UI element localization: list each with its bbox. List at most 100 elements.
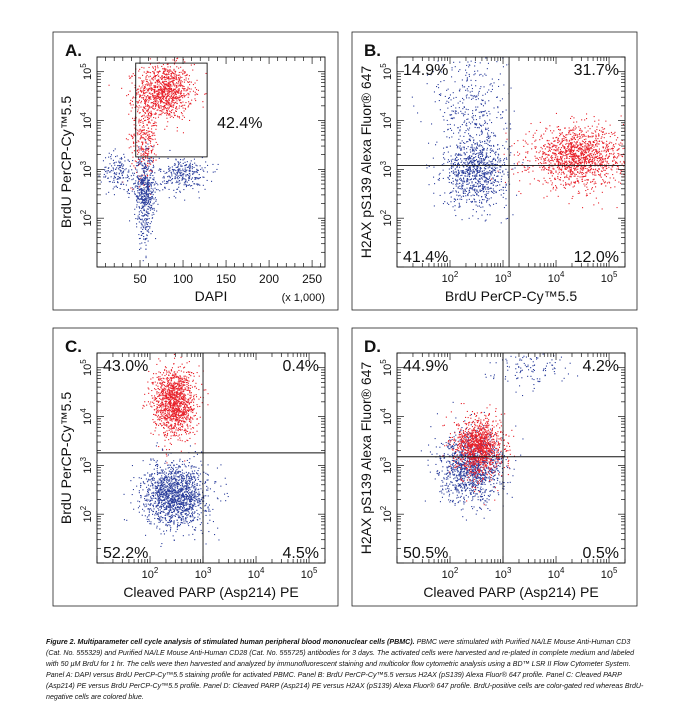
red-point: [166, 85, 168, 87]
blue-point: [197, 177, 199, 179]
blue-point: [478, 152, 480, 154]
red-point: [582, 143, 584, 145]
blue-point: [160, 183, 162, 185]
red-point: [143, 114, 145, 116]
red-point: [609, 141, 611, 143]
red-point: [158, 106, 160, 108]
red-point: [145, 96, 147, 98]
blue-point: [163, 175, 165, 177]
blue-point: [196, 168, 198, 170]
blue-point: [454, 158, 456, 160]
red-point: [159, 90, 161, 92]
red-point: [141, 90, 143, 92]
red-point: [142, 122, 144, 124]
blue-point: [137, 183, 139, 185]
red-point: [561, 161, 563, 163]
red-point: [149, 58, 151, 60]
red-point: [577, 165, 579, 167]
blue-point: [444, 192, 446, 194]
red-point: [581, 150, 583, 152]
red-point: [586, 145, 588, 147]
red-point: [574, 173, 576, 175]
blue-point: [141, 183, 143, 185]
blue-point: [472, 209, 474, 211]
red-point: [187, 92, 189, 94]
red-point: [584, 160, 586, 162]
blue-point: [120, 170, 122, 172]
red-point: [175, 91, 177, 93]
blue-point: [487, 132, 489, 134]
red-point: [137, 93, 139, 95]
blue-point: [469, 176, 471, 178]
blue-point: [140, 175, 142, 177]
red-point: [599, 156, 601, 158]
blue-point: [112, 188, 114, 190]
blue-point: [169, 149, 171, 151]
red-point: [595, 138, 597, 140]
red-point: [581, 172, 583, 174]
blue-point: [489, 119, 491, 121]
blue-point: [490, 183, 492, 185]
red-point: [141, 141, 143, 143]
blue-point: [457, 169, 459, 171]
red-point: [148, 120, 150, 122]
red-point: [528, 171, 530, 173]
blue-point: [441, 164, 443, 166]
red-point: [130, 99, 132, 101]
blue-point: [479, 144, 481, 146]
red-point: [137, 132, 139, 134]
blue-point: [478, 185, 480, 187]
blue-point: [483, 187, 485, 189]
blue-point: [140, 194, 142, 196]
blue-point: [479, 140, 481, 142]
red-point: [578, 147, 580, 149]
blue-point: [474, 61, 476, 63]
blue-point: [485, 152, 487, 154]
red-point: [525, 169, 527, 171]
red-point: [564, 148, 566, 150]
blue-point: [486, 171, 488, 173]
blue-point: [481, 187, 483, 189]
red-point: [511, 145, 513, 147]
blue-point: [147, 189, 149, 191]
blue-point: [488, 171, 490, 173]
red-point: [536, 157, 538, 159]
red-point: [557, 139, 559, 141]
red-point: [592, 179, 594, 181]
blue-point: [146, 219, 148, 221]
red-point: [613, 152, 615, 154]
blue-point: [138, 162, 140, 164]
blue-point: [202, 169, 204, 171]
blue-point: [139, 237, 141, 239]
red-point: [179, 77, 181, 79]
blue-point: [121, 158, 123, 160]
blue-point: [496, 25, 497, 26]
blue-point: [135, 168, 137, 170]
red-point: [173, 102, 175, 104]
red-point: [181, 113, 183, 115]
blue-point: [171, 181, 173, 183]
red-point: [131, 75, 133, 77]
red-point: [139, 138, 141, 140]
blue-point: [459, 145, 461, 147]
red-point: [554, 154, 556, 156]
blue-point: [146, 202, 148, 204]
blue-point: [134, 182, 136, 184]
red-point: [557, 142, 559, 144]
red-point: [555, 145, 557, 147]
red-point: [145, 112, 147, 114]
blue-point: [141, 242, 143, 244]
red-point: [143, 148, 145, 150]
red-point: [571, 136, 573, 138]
red-point: [600, 153, 602, 155]
blue-point: [458, 147, 460, 149]
red-point: [547, 146, 549, 148]
red-point: [165, 100, 167, 102]
blue-point: [168, 179, 170, 181]
red-point: [174, 97, 176, 99]
red-point: [154, 95, 156, 97]
red-point: [133, 142, 135, 144]
blue-point: [448, 137, 450, 139]
red-point: [177, 85, 179, 87]
red-point: [545, 181, 547, 183]
